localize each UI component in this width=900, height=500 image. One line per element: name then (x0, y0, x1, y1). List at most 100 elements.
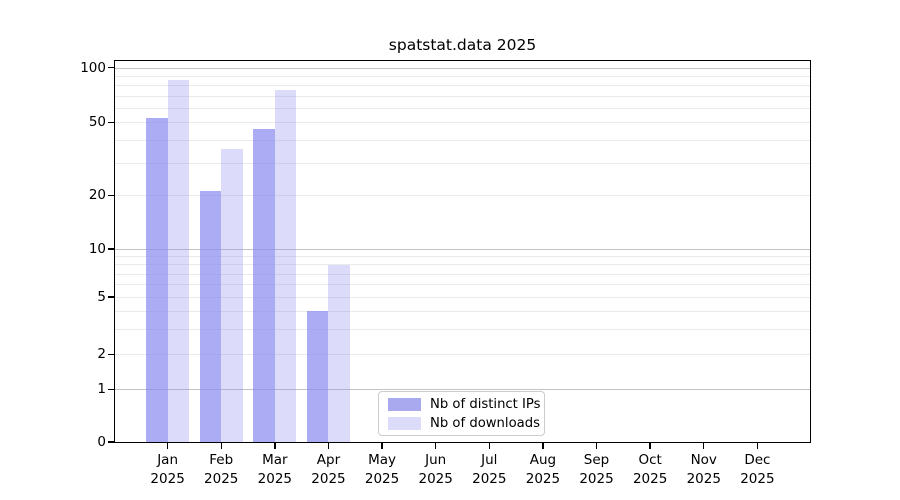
major-gridline (115, 249, 810, 251)
y-axis-tick (108, 353, 114, 356)
y-axis-tick (108, 441, 114, 443)
y-tick-label: 5 (97, 289, 106, 306)
plot-area (114, 60, 811, 443)
x-tick-year: 2025 (632, 471, 668, 487)
y-axis-tick (108, 66, 114, 69)
x-tick-year: 2025 (418, 471, 453, 487)
major-gridline (115, 389, 810, 391)
minor-gridline (115, 75, 810, 77)
legend-item-downloads: Nb of downloads (388, 416, 540, 431)
x-tick-label: Jun 2025 (406, 451, 466, 489)
x-tick-year: 2025 (525, 471, 561, 487)
bar-ips-apr (306, 311, 329, 442)
x-tick-label: Aug 2025 (513, 451, 573, 489)
minor-gridline (115, 354, 810, 356)
x-axis-tick (381, 443, 383, 449)
y-tick-label: 20 (88, 187, 106, 204)
y-axis-tick (108, 194, 114, 196)
x-tick-month: Sep (583, 452, 610, 468)
minor-gridline (115, 140, 810, 142)
x-tick-year: 2025 (579, 471, 614, 487)
x-axis-tick (327, 443, 330, 449)
x-tick-year: 2025 (364, 471, 400, 487)
minor-gridline (115, 195, 810, 197)
x-axis-tick (434, 443, 437, 449)
x-tick-label: Sep 2025 (567, 451, 627, 489)
x-tick-year: 2025 (204, 471, 239, 487)
x-axis-tick (220, 443, 222, 449)
x-axis-tick (756, 443, 759, 449)
legend-swatch-downloads (388, 416, 421, 430)
minor-gridline (115, 284, 810, 286)
x-axis-tick (542, 443, 544, 449)
bar-downloads-feb (221, 148, 243, 442)
y-axis-tick (108, 248, 114, 250)
x-tick-month: Dec (744, 452, 771, 468)
minor-gridline (115, 95, 810, 97)
minor-gridline (115, 256, 810, 258)
x-axis-tick (488, 443, 490, 449)
x-tick-label: Feb 2025 (191, 451, 251, 489)
x-tick-label: Jul 2025 (459, 451, 519, 489)
bar-ips-feb (199, 191, 222, 442)
y-axis-tick (108, 121, 114, 124)
x-tick-month: May (368, 452, 397, 468)
y-tick-label: 50 (88, 114, 106, 131)
x-tick-year: 2025 (257, 471, 293, 487)
minor-gridline (115, 122, 810, 124)
chart-title: spatstat.data 2025 (388, 36, 537, 54)
x-tick-year: 2025 (150, 471, 185, 487)
minor-gridline (115, 163, 810, 165)
x-tick-year: 2025 (472, 471, 507, 487)
x-tick-label: Mar 2025 (245, 451, 305, 489)
minor-gridline (115, 273, 810, 275)
x-axis-tick (166, 443, 169, 449)
major-gridline (115, 67, 810, 69)
x-tick-month: Jul (481, 452, 498, 468)
legend-item-distinct-ips: Nb of distinct IPs (388, 397, 541, 412)
y-tick-label: 2 (97, 346, 106, 363)
y-tick-label: 0 (97, 434, 106, 450)
x-tick-label: Dec 2025 (727, 451, 787, 489)
legend-label-distinct-ips: Nb of distinct IPs (430, 396, 541, 412)
x-tick-month: Jan (157, 452, 179, 468)
x-axis-tick (595, 443, 598, 449)
y-tick-label: 1 (97, 381, 106, 398)
x-tick-label: Oct 2025 (620, 451, 680, 489)
y-axis-tick (108, 296, 114, 298)
legend-label-downloads: Nb of downloads (430, 415, 540, 431)
x-axis-tick (649, 443, 651, 449)
minor-gridline (115, 329, 810, 331)
x-tick-month: Feb (209, 452, 234, 468)
x-tick-year: 2025 (311, 471, 346, 487)
x-tick-year: 2025 (740, 471, 775, 487)
y-axis-tick (108, 388, 114, 390)
x-tick-month: Jun (425, 452, 447, 468)
x-tick-label: Nov 2025 (674, 451, 734, 489)
bar-downloads-apr (328, 264, 350, 442)
x-axis-tick (703, 443, 705, 449)
y-tick-label: 100 (80, 59, 106, 76)
x-tick-month: Apr (316, 452, 341, 468)
legend-swatch-distinct-ips (388, 397, 421, 411)
bar-downloads-mar (274, 90, 297, 442)
x-axis-tick (274, 443, 276, 449)
x-tick-month: Nov (690, 452, 717, 468)
y-tick-label: 10 (88, 241, 106, 258)
x-tick-label: May 2025 (352, 451, 412, 489)
minor-gridline (115, 297, 810, 299)
x-tick-year: 2025 (686, 471, 721, 487)
minor-gridline (115, 85, 810, 87)
x-tick-month: Mar (262, 452, 288, 468)
bar-ips-jan (146, 117, 168, 442)
x-tick-month: Oct (638, 452, 662, 468)
x-tick-month: Aug (529, 452, 557, 468)
minor-gridline (115, 311, 810, 313)
minor-gridline (115, 264, 810, 266)
bar-layer (114, 60, 811, 443)
grid-layer (114, 60, 811, 443)
bar-ips-mar (253, 129, 275, 442)
legend: Nb of distinct IPs Nb of downloads (378, 391, 545, 436)
x-tick-label: Apr 2025 (298, 451, 358, 489)
x-tick-label: Jan 2025 (138, 451, 198, 489)
